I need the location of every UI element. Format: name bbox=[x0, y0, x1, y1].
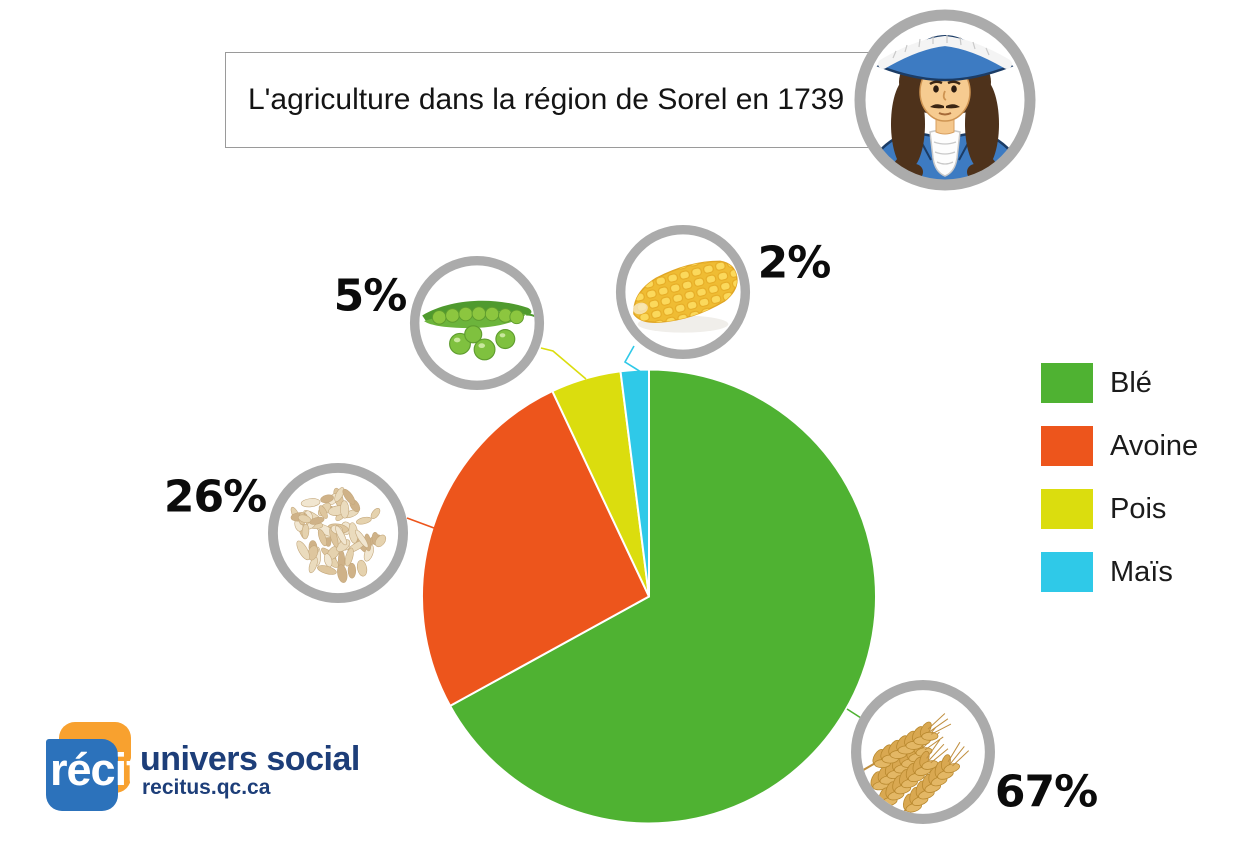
logo-brand-text: récit bbox=[50, 744, 141, 795]
legend-swatch-pois bbox=[1041, 489, 1093, 529]
leader-line-oats bbox=[406, 517, 435, 529]
pie-slices bbox=[421, 368, 877, 825]
legend: Blé Avoine Pois Maïs bbox=[1041, 363, 1198, 615]
chart-title: L'agriculture dans la région de Sorel en… bbox=[248, 83, 845, 116]
pie-slice-Avoine bbox=[421, 390, 650, 707]
new-france-colonist-icon bbox=[853, 8, 1037, 192]
percent-label-pois: 5% bbox=[333, 270, 408, 322]
oats-icon bbox=[267, 462, 409, 604]
percent-label-ble: 67% bbox=[994, 766, 1098, 818]
legend-item-pois: Pois bbox=[1041, 489, 1198, 529]
logo-blue-square bbox=[46, 739, 118, 811]
legend-label-mais: Maïs bbox=[1110, 555, 1173, 588]
percent-label-mais: 2% bbox=[757, 237, 832, 289]
logo-name-text: univers social bbox=[140, 740, 360, 778]
chart-title-box: L'agriculture dans la région de Sorel en… bbox=[225, 52, 871, 148]
leader-line-wheat bbox=[846, 708, 862, 719]
legend-swatch-mais bbox=[1041, 552, 1093, 592]
legend-label-pois: Pois bbox=[1110, 492, 1167, 525]
leader-line-peas bbox=[540, 347, 587, 380]
pie-slice-Blé bbox=[449, 368, 877, 825]
legend-item-mais: Maïs bbox=[1041, 552, 1198, 592]
logo-url-text: recitus.qc.ca bbox=[142, 776, 271, 799]
pie-slice-Maïs bbox=[619, 368, 650, 598]
legend-swatch-avoine bbox=[1041, 426, 1093, 466]
peas-icon bbox=[409, 255, 545, 391]
percent-label-avoine: 26% bbox=[163, 471, 267, 523]
legend-item-ble: Blé bbox=[1041, 363, 1198, 403]
corn-icon bbox=[615, 224, 751, 360]
wheat-icon bbox=[850, 679, 996, 825]
legend-item-avoine: Avoine bbox=[1041, 426, 1198, 466]
leader-line-corn bbox=[623, 345, 642, 373]
legend-label-ble: Blé bbox=[1110, 366, 1152, 399]
legend-swatch-ble bbox=[1041, 363, 1093, 403]
legend-label-avoine: Avoine bbox=[1110, 429, 1199, 462]
